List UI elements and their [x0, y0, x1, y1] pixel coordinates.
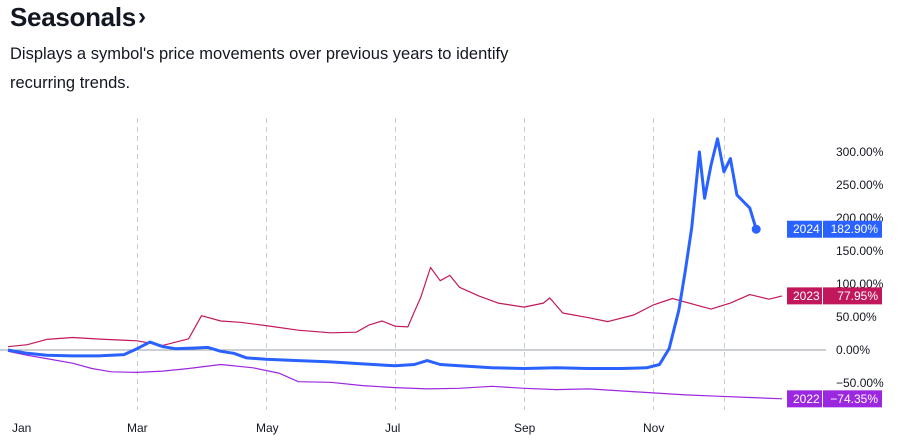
x-tick-label: Sep: [514, 421, 536, 435]
y-tick-label: 50.00%: [836, 310, 877, 324]
section-title: Seasonals: [10, 2, 136, 32]
series-badge-value-bg: [823, 390, 882, 408]
seasonals-title-link[interactable]: Seasonals ›: [10, 0, 570, 34]
series-end-marker-2024: [751, 224, 761, 234]
series-badge-year: 2024: [793, 222, 820, 236]
series-line-2024: [7, 137, 758, 370]
series-badge-value: 77.95%: [837, 289, 878, 303]
series-line-2022: [7, 350, 783, 400]
series-badge-value: 182.90%: [831, 222, 879, 236]
seasonals-chart: 300.00%250.00%200.00%150.00%100.00%50.00…: [0, 118, 884, 435]
x-tick-label: Mar: [127, 421, 148, 435]
series-badge-year-bg: [787, 220, 822, 238]
series-badge-value-bg: [823, 287, 882, 305]
series-badge-year-bg: [787, 390, 822, 408]
y-tick-label: 0.00%: [836, 343, 870, 357]
y-tick-label: 250.00%: [836, 178, 884, 192]
series-badge-year: 2023: [793, 289, 820, 303]
series-badge-2023: 2023 77.95%: [787, 287, 882, 305]
x-tick-label: Jul: [385, 421, 400, 435]
series-badge-year-bg: [787, 287, 822, 305]
y-tick-label: −50.00%: [836, 376, 884, 390]
series-badge-value: −74.35%: [830, 392, 878, 406]
x-tick-label: May: [256, 421, 279, 435]
x-tick-label: Jan: [12, 421, 31, 435]
chevron-right-icon: ›: [137, 3, 146, 30]
series-badge-2024: 2024 182.90%: [787, 220, 882, 238]
section-header: Seasonals › Displays a symbol's price mo…: [10, 0, 570, 98]
series-line-2023: [7, 266, 783, 348]
series-badge-2022: 2022 −74.35%: [787, 390, 882, 408]
y-tick-label: 150.00%: [836, 244, 884, 258]
series-badge-value-bg: [823, 220, 882, 238]
y-tick-label: 300.00%: [836, 145, 884, 159]
section-description: Displays a symbol's price movements over…: [10, 45, 509, 92]
series-badge-year: 2022: [793, 392, 820, 406]
x-tick-label: Nov: [643, 421, 664, 435]
